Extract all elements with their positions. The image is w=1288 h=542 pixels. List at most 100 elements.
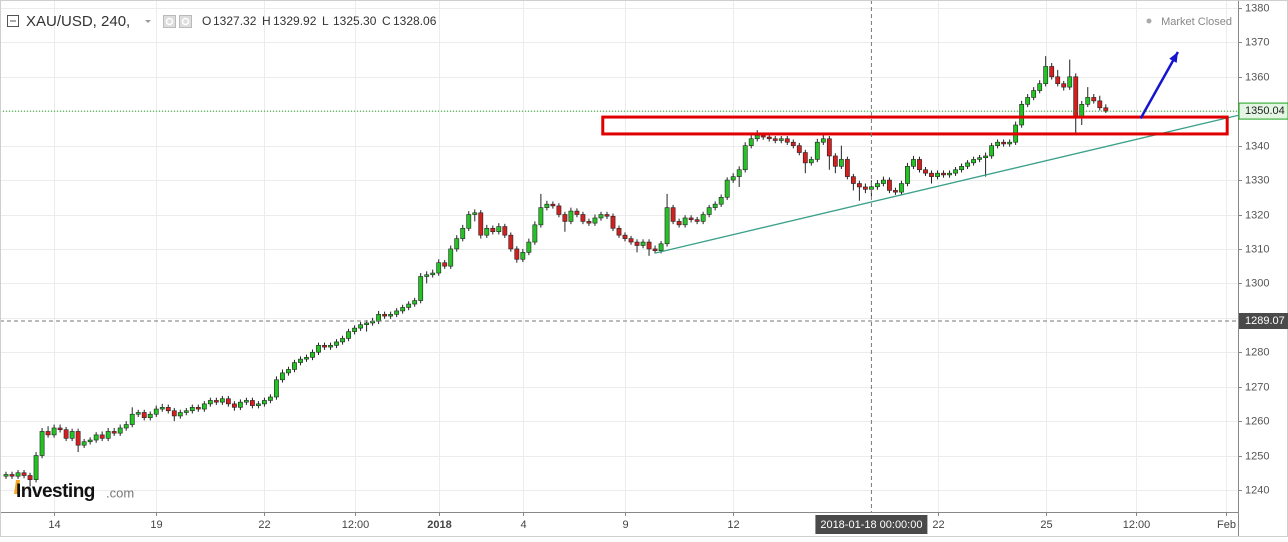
candle-body [430,272,436,276]
candle-body [358,324,363,329]
header: XAU/USD, 240, O 1327.32 H 1329.92 L 1325.30 C 1… [7,13,437,30]
candle-body [207,400,213,405]
candle-body [394,310,400,315]
candle-body [33,455,39,480]
y-tick-label: 1310 [1245,243,1269,255]
candle-body [977,157,982,160]
candle-body [502,226,508,236]
logo-suffix: .com [106,485,134,500]
candle-body [568,210,574,222]
y-tick-label: 1260 [1245,415,1269,427]
legend-key: O [202,14,211,28]
x-tick-label: 22 [258,519,270,531]
candle-body [562,214,568,222]
candle-body [63,429,69,439]
candle-body [592,217,598,224]
x-tick-label: 14 [48,519,60,531]
y-tick-label: 1280 [1245,346,1269,358]
candle-body [508,234,514,250]
candle-body [520,252,526,260]
candle-body [322,345,327,348]
candle-body [1103,107,1109,112]
arrow-head [1169,51,1178,63]
candle-body [1085,97,1091,105]
last-price-label: 1350.04 [1245,105,1285,117]
x-tick-label: 19 [150,519,162,531]
candle-body [496,226,502,233]
y-tick-label: 1370 [1245,36,1269,48]
x-tick-label: Feb [1217,519,1236,531]
candle-body [418,276,424,301]
candle-body [177,412,183,417]
candle-body [688,217,694,220]
candle-body [574,210,580,215]
candle-body [159,407,165,410]
legend-value: 1327.32 [213,14,257,28]
x-tick-label: 9 [622,519,628,531]
candle-body [965,162,970,167]
candle-body [604,214,610,217]
settings-icon[interactable] [163,15,176,28]
candle-body [213,400,219,403]
candle-body [352,327,357,332]
x-tick-label: 12 [727,519,739,531]
candle-body [310,351,315,358]
candle-body [694,219,700,222]
candle-body [256,403,261,406]
candle-body [237,401,243,408]
candle-body [760,135,766,138]
candle-body [243,400,249,403]
candle-body [57,427,63,431]
candle-body [424,274,430,277]
logo-text: Investing [16,481,95,502]
candle-body [448,248,454,267]
candle-body [893,190,898,193]
interval-dropdown[interactable] [145,20,151,23]
candle-body [1055,76,1061,84]
candle-body [718,196,724,205]
candle-body [195,407,201,410]
candle-body [862,186,868,190]
candle-body [850,176,856,184]
candle-body [141,412,147,418]
gear-icon[interactable] [179,15,192,28]
candle-body [1001,141,1007,145]
candle-body [646,241,652,250]
legend-value: 1328.06 [393,14,437,28]
crosshair-date-label: 2018-01-18 00:00:00 [820,519,922,531]
x-tick-label: 12:00 [1123,519,1151,531]
candle-body [730,176,736,181]
candle-body [189,407,195,412]
legend-key: C [382,14,391,28]
candle-body [1067,76,1073,88]
overlay [0,0,1239,512]
candle-body [376,314,382,322]
candle-body [532,224,538,243]
candle-body [778,138,784,141]
candle-body [466,214,472,229]
candle-body [628,238,634,243]
candle-body [514,248,520,260]
candle-body [995,141,1001,146]
candle-body [544,203,550,208]
legend-key: H [262,14,271,28]
candle-body [412,300,418,305]
candle-body [27,475,33,480]
candle-body [772,138,778,141]
candle-body [304,357,309,360]
candles [3,56,1109,487]
candle-body [51,427,57,436]
candle-body [183,410,189,413]
candle-body [586,221,592,224]
candle-body [905,166,910,184]
candle-body [700,214,706,222]
legend-key: L [322,14,329,28]
candle-body [875,183,880,188]
candle-body [1037,83,1043,91]
y-tick-label: 1240 [1245,484,1269,496]
resistance-zone [601,115,1229,136]
candle-body [658,243,664,251]
candle-body [129,413,135,425]
candle-body [929,172,934,177]
